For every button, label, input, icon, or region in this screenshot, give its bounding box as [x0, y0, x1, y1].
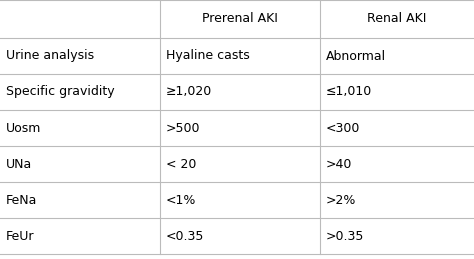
- Text: Urine analysis: Urine analysis: [6, 49, 94, 62]
- Text: UNa: UNa: [6, 157, 32, 170]
- Text: >2%: >2%: [326, 193, 356, 206]
- Text: >500: >500: [166, 121, 201, 134]
- Text: <300: <300: [326, 121, 360, 134]
- Text: >0.35: >0.35: [326, 229, 365, 242]
- Text: Renal AKI: Renal AKI: [367, 12, 427, 25]
- Text: < 20: < 20: [166, 157, 196, 170]
- Text: Specific gravidity: Specific gravidity: [6, 85, 115, 98]
- Text: Prerenal AKI: Prerenal AKI: [202, 12, 278, 25]
- Text: Abnormal: Abnormal: [326, 49, 386, 62]
- Text: ≥1,020: ≥1,020: [166, 85, 212, 98]
- Text: <0.35: <0.35: [166, 229, 204, 242]
- Text: FeNa: FeNa: [6, 193, 37, 206]
- Text: Hyaline casts: Hyaline casts: [166, 49, 250, 62]
- Text: ≤1,010: ≤1,010: [326, 85, 372, 98]
- Text: FeUr: FeUr: [6, 229, 35, 242]
- Text: Uosm: Uosm: [6, 121, 41, 134]
- Text: <1%: <1%: [166, 193, 196, 206]
- Text: >40: >40: [326, 157, 352, 170]
